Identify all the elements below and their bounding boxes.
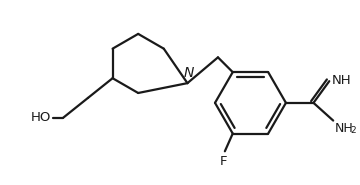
Text: 2: 2: [350, 126, 356, 135]
Text: N: N: [183, 66, 194, 80]
Text: NH: NH: [335, 122, 354, 134]
Text: HO: HO: [31, 111, 51, 124]
Text: NH: NH: [332, 74, 352, 87]
Text: F: F: [220, 155, 228, 168]
